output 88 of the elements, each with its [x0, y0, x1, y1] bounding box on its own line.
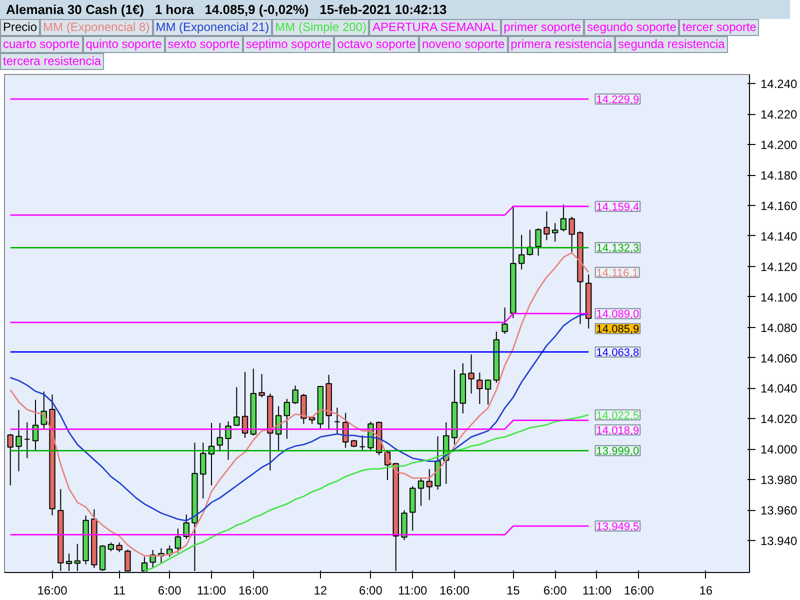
text: sexto soporte: [164, 36, 243, 53]
text: septimo soporte: [242, 36, 334, 53]
text: tercer soporte: [679, 19, 760, 36]
candlestick: [552, 222, 558, 242]
candlestick: [116, 542, 122, 553]
candlestick: [284, 398, 290, 440]
candlestick: [200, 442, 206, 499]
x-tick-label: 11:00: [582, 584, 612, 598]
candlestick: [234, 386, 240, 426]
x-tick-label: 15: [506, 584, 520, 598]
candlestick: [418, 477, 424, 506]
candlestick: [32, 399, 39, 451]
candlestick: [16, 410, 22, 472]
text: Precio: [0, 19, 40, 36]
x-tick-label: 16:00: [238, 584, 269, 598]
y-tick-label: 14.000: [760, 442, 798, 457]
candlestick: [560, 204, 567, 232]
candlestick: [426, 468, 432, 500]
data-label: 14.022,5: [596, 410, 640, 422]
candlestick: [484, 379, 492, 406]
candlestick: [468, 354, 474, 394]
candlestick: [518, 234, 525, 270]
data-label: 14.159,4: [596, 201, 640, 214]
candlestick: [359, 434, 366, 451]
text: octavo soporte: [334, 36, 419, 53]
x-tick-label: 11: [113, 584, 126, 598]
candlestick: [334, 407, 340, 435]
y-tick-label: 13.940: [760, 534, 798, 548]
y-tick-label: 14.200: [760, 138, 798, 152]
data-label: 14.018,9: [596, 424, 640, 437]
candlestick: [476, 372, 483, 405]
candlestick: [216, 422, 223, 452]
x-tick-label: 12: [314, 584, 328, 598]
x-tick-label: 11:00: [398, 584, 428, 598]
x-tick-label: 16: [699, 584, 713, 598]
x-tick-label: 6:00: [359, 584, 383, 598]
text: segunda resistencia: [615, 36, 728, 53]
text: primer soporte: [500, 19, 584, 36]
text: tercera resistencia: [0, 53, 104, 70]
y-tick-label: 14.060: [760, 351, 798, 366]
data-label: 13.999,0: [596, 446, 640, 458]
text: APERTURA SEMANAL: [369, 19, 501, 36]
y-tick-label: 14.220: [760, 108, 798, 122]
data-label: 14.229,9: [596, 94, 640, 106]
y-tick-label: 14.040: [760, 382, 798, 396]
candlestick: [535, 228, 542, 256]
candlestick: [292, 385, 298, 404]
y-tick-label: 14.120: [760, 260, 798, 274]
text: MM (Simple 200): [272, 19, 370, 36]
y-tick-label: 13.960: [760, 504, 798, 518]
data-label: 14.089,0: [596, 308, 640, 321]
x-tick-label: 16:00: [440, 584, 470, 598]
x-tick-label: 6:00: [158, 584, 182, 598]
x-tick-label: 16:00: [624, 584, 654, 598]
candlestick: [502, 307, 508, 334]
y-tick-label: 14.100: [760, 290, 798, 304]
y-tick-label: 14.140: [760, 229, 798, 244]
text: noveno soporte: [418, 36, 508, 53]
y-tick-label: 14.020: [760, 412, 798, 426]
candlestick: [174, 528, 182, 554]
candlestick: [258, 374, 265, 398]
x-tick-label: 6:00: [543, 584, 568, 598]
data-label: 14.063,8: [596, 346, 640, 359]
candlestick: [24, 422, 30, 459]
y-tick-label: 14.240: [760, 77, 798, 92]
text: cuarto soporte: [0, 36, 83, 53]
y-tick-label: 14.160: [760, 198, 798, 213]
y-tick-label: 13.980: [760, 473, 798, 488]
text: primera resistencia: [508, 36, 616, 53]
y-tick-label: 14.180: [760, 168, 798, 183]
y-tick-label: 14.080: [760, 320, 798, 335]
candlestick: [410, 486, 416, 532]
text: MM (Exponencial 21): [152, 19, 272, 36]
data-label: 14.132,3: [596, 242, 640, 255]
candlestick: [568, 216, 575, 254]
chart-title: Alemania 30 Cash (1€) 1 hora 14.085,9 (-0,02%) 15-feb-2021 10:42:13: [0, 0, 790, 19]
text: quinto soporte: [82, 36, 165, 53]
data-label: 13.949,5: [596, 521, 640, 534]
candlestick: [225, 420, 232, 460]
data-label: 14.116,1: [596, 267, 638, 280]
candlestick: [300, 393, 307, 424]
candlestick: [7, 433, 14, 486]
x-tick-label: 16:00: [37, 584, 68, 598]
text: 14.085,9: [596, 324, 640, 336]
candlestick: [544, 210, 550, 241]
x-tick-label: 11:00: [196, 584, 226, 598]
text: segundo soporte: [584, 19, 680, 36]
text: MM (Exponencial 8): [40, 19, 153, 36]
